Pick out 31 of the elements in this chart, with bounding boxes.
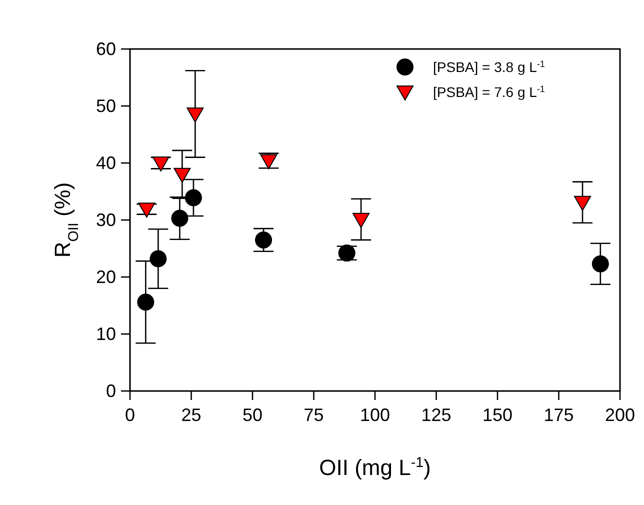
x-tick-label: 150	[482, 405, 513, 425]
x-tick-label: 200	[604, 405, 636, 425]
legend-label: [PSBA] = 3.8 g L$^{-1}$	[433, 59, 545, 75]
x-tick-label: 125	[421, 405, 452, 425]
x-axis-title: OII (mg L$^{-1}$)	[319, 455, 431, 480]
point	[138, 202, 156, 218]
point	[150, 250, 167, 268]
point	[152, 156, 170, 172]
y-tick-label: 60	[96, 39, 116, 59]
point	[352, 212, 370, 228]
x-tick-label: 25	[181, 405, 202, 425]
y-tick-label: 10	[96, 324, 116, 344]
point	[574, 196, 592, 211]
x-tick-label: 50	[242, 405, 263, 425]
y-tick-label: 50	[96, 96, 116, 116]
x-tick-label: 0	[124, 405, 136, 425]
point	[255, 231, 272, 248]
y-tick-label: 20	[96, 267, 116, 287]
x-tick-label: 175	[544, 405, 574, 425]
point	[171, 210, 188, 227]
point	[186, 107, 204, 122]
legend-label: [PSBA] = 7.6 g L$^{-1}$	[433, 84, 545, 100]
point	[137, 294, 154, 311]
point	[592, 255, 609, 272]
point	[184, 189, 202, 206]
y-tick-label: 40	[96, 153, 116, 173]
y-tick-label: 30	[96, 210, 116, 230]
y-tick-label: 0	[106, 381, 116, 401]
x-tick-label: 75	[304, 405, 324, 425]
point	[174, 168, 191, 183]
x-tick-label: 100	[360, 405, 390, 425]
